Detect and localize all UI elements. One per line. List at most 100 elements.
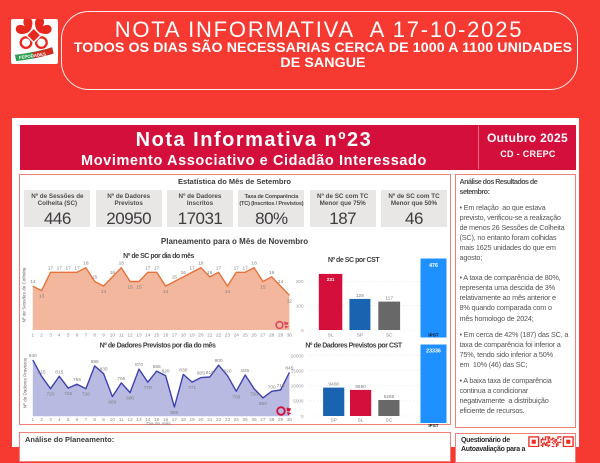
svg-text:805: 805 xyxy=(196,371,204,377)
svg-text:SL: SL xyxy=(357,418,363,424)
svg-text:27: 27 xyxy=(260,417,266,422)
svg-text:25: 25 xyxy=(242,333,248,338)
svg-text:895: 895 xyxy=(90,359,98,365)
svg-text:7: 7 xyxy=(84,417,87,422)
svg-text:14: 14 xyxy=(30,279,36,285)
svg-text:14: 14 xyxy=(224,289,230,295)
svg-text:Nº de Dadores Previstos por di: Nº de Dadores Previstos por dia do mês xyxy=(99,343,215,350)
svg-text:15: 15 xyxy=(92,275,98,281)
svg-text:17: 17 xyxy=(154,265,160,271)
svg-text:23: 23 xyxy=(224,333,230,338)
svg-text:29: 29 xyxy=(277,333,283,338)
svg-text:18: 18 xyxy=(83,261,89,267)
svg-text:17: 17 xyxy=(215,265,221,271)
svg-text:5: 5 xyxy=(66,417,69,422)
svg-text:16: 16 xyxy=(269,270,275,276)
svg-text:22: 22 xyxy=(215,417,221,422)
svg-text:0: 0 xyxy=(300,414,303,419)
svg-text:1: 1 xyxy=(31,333,34,338)
svg-text:815: 815 xyxy=(55,369,63,375)
svg-text:3: 3 xyxy=(49,417,52,422)
svg-text:231: 231 xyxy=(326,277,334,283)
svg-text:7: 7 xyxy=(84,333,87,338)
svg-text:820: 820 xyxy=(223,369,231,375)
svg-text:11: 11 xyxy=(118,333,123,338)
svg-text:8650: 8650 xyxy=(355,384,366,390)
svg-text:580: 580 xyxy=(170,410,178,416)
svg-text:11: 11 xyxy=(118,417,123,422)
svg-text:Nº de Dadores Previstos: Nº de Dadores Previstos xyxy=(22,357,27,408)
svg-text:128: 128 xyxy=(355,293,363,299)
svg-text:2: 2 xyxy=(40,417,43,422)
svg-text:Nº de SC por CST: Nº de SC por CST xyxy=(327,257,380,264)
svg-text:835: 835 xyxy=(99,367,107,373)
svg-text:18: 18 xyxy=(118,261,124,267)
svg-text:16: 16 xyxy=(109,270,115,276)
svg-text:15: 15 xyxy=(171,275,177,281)
svg-text:9: 9 xyxy=(102,333,105,338)
svg-text:SC: SC xyxy=(385,333,392,339)
svg-text:14: 14 xyxy=(145,333,151,338)
svg-text:940: 940 xyxy=(28,353,36,359)
svg-text:21: 21 xyxy=(207,333,213,338)
svg-text:12: 12 xyxy=(286,298,292,304)
svg-text:SC: SC xyxy=(385,418,392,424)
svg-text:720: 720 xyxy=(250,392,258,398)
svg-text:13: 13 xyxy=(136,417,142,422)
svg-text:15000: 15000 xyxy=(290,369,303,374)
svg-text:710: 710 xyxy=(276,383,284,389)
svg-text:0: 0 xyxy=(300,328,303,333)
svg-text:830: 830 xyxy=(179,367,187,373)
svg-text:28: 28 xyxy=(269,333,275,338)
svg-text:2: 2 xyxy=(40,333,43,338)
svg-text:855: 855 xyxy=(152,364,160,370)
svg-text:17: 17 xyxy=(233,265,239,271)
svg-text:IPST: IPST xyxy=(428,333,438,338)
svg-text:SP: SP xyxy=(330,418,336,424)
svg-text:10: 10 xyxy=(109,333,115,338)
svg-text:17: 17 xyxy=(171,333,177,338)
svg-text:6: 6 xyxy=(75,333,78,338)
svg-text:SL: SL xyxy=(327,333,333,339)
svg-text:30: 30 xyxy=(286,417,292,422)
svg-text:22: 22 xyxy=(215,333,221,338)
svg-text:IPST: IPST xyxy=(428,423,438,428)
svg-text:25: 25 xyxy=(242,417,248,422)
svg-text:4: 4 xyxy=(57,333,60,338)
svg-text:15: 15 xyxy=(260,285,266,291)
svg-text:14: 14 xyxy=(145,417,151,422)
svg-text:17: 17 xyxy=(171,417,177,422)
svg-text:755: 755 xyxy=(72,377,80,383)
svg-text:23336: 23336 xyxy=(426,349,441,355)
svg-text:21: 21 xyxy=(207,417,213,422)
svg-text:771: 771 xyxy=(188,385,196,391)
svg-text:720: 720 xyxy=(46,392,54,398)
svg-text:5: 5 xyxy=(66,333,69,338)
svg-text:20: 20 xyxy=(198,333,204,338)
svg-text:FEPODABES: FEPODABES xyxy=(18,51,46,60)
svg-text:14: 14 xyxy=(100,289,106,295)
svg-text:476: 476 xyxy=(429,263,438,269)
svg-text:15: 15 xyxy=(127,285,133,291)
svg-text:17: 17 xyxy=(242,265,248,271)
svg-text:18: 18 xyxy=(198,261,204,267)
svg-text:700: 700 xyxy=(267,384,275,390)
svg-text:765: 765 xyxy=(117,376,125,382)
svg-text:23: 23 xyxy=(224,417,230,422)
svg-text:12: 12 xyxy=(127,333,133,338)
svg-text:16: 16 xyxy=(207,270,213,276)
svg-text:19: 19 xyxy=(189,333,195,338)
svg-text:20000: 20000 xyxy=(290,353,303,358)
svg-text:1: 1 xyxy=(31,417,34,422)
svg-text:14: 14 xyxy=(162,289,168,295)
svg-text:15: 15 xyxy=(136,285,142,291)
svg-text:900: 900 xyxy=(214,358,222,364)
svg-text:18: 18 xyxy=(180,417,186,422)
svg-text:16: 16 xyxy=(162,417,168,422)
svg-text:27: 27 xyxy=(260,333,266,338)
svg-text:17: 17 xyxy=(56,265,62,271)
svg-text:815: 815 xyxy=(37,369,45,375)
svg-text:29: 29 xyxy=(277,417,283,422)
svg-text:14: 14 xyxy=(277,279,283,285)
svg-text:15: 15 xyxy=(154,333,160,338)
